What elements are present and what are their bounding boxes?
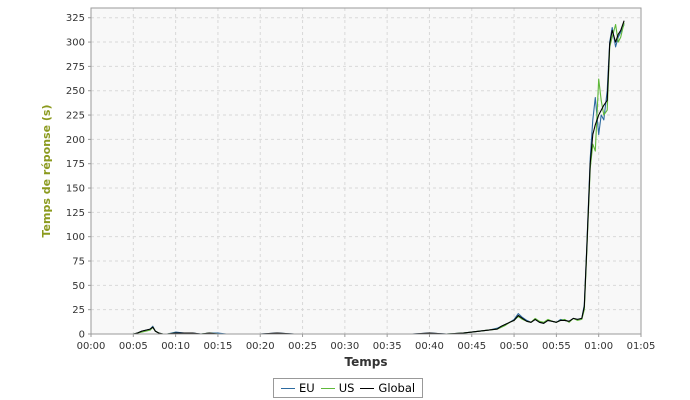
legend-swatch-global	[360, 387, 375, 389]
y-tick-label: 225	[66, 111, 85, 122]
grid-lines	[91, 8, 641, 334]
legend-item-eu: EU	[281, 381, 315, 395]
y-tick-label: 175	[66, 159, 85, 170]
y-tick-label: 0	[79, 330, 85, 341]
x-axis: 00:00 00:05 00:10 00:15 00:20 00:25 00:30 00:35…	[77, 334, 656, 352]
x-tick-label: 00:35	[373, 341, 402, 352]
y-tick-label: 200	[66, 135, 85, 146]
legend-label-global: Global	[378, 381, 416, 395]
x-tick-label: 00:55	[542, 341, 571, 352]
y-tick-label: 100	[66, 232, 85, 243]
x-tick-label: 00:50	[500, 341, 529, 352]
x-tick-label: 00:25	[288, 341, 317, 352]
x-tick-label: 00:05	[119, 341, 148, 352]
x-tick-label: 00:30	[330, 341, 359, 352]
x-tick-label: 00:40	[415, 341, 444, 352]
legend-label-us: US	[338, 381, 355, 395]
y-tick-label: 125	[66, 208, 85, 219]
legend-label-eu: EU	[299, 381, 315, 395]
y-tick-label: 325	[66, 13, 85, 24]
y-tick-label: 275	[66, 62, 85, 73]
x-tick-label: 01:05	[627, 341, 656, 352]
legend: EU US Global	[273, 378, 424, 398]
x-tick-label: 01:00	[584, 341, 613, 352]
y-tick-label: 75	[72, 257, 85, 268]
y-tick-label: 300	[66, 38, 85, 49]
x-tick-label: 00:10	[161, 341, 190, 352]
legend-swatch-eu	[281, 387, 295, 389]
x-tick-label: 00:15	[204, 341, 233, 352]
y-axis: 0 25 50 75 100 125 150 175 200 225 250 275 300 325	[66, 13, 91, 341]
plot-area	[91, 8, 641, 334]
x-tick-label: 00:45	[457, 341, 486, 352]
x-tick-label: 00:20	[246, 341, 275, 352]
series-layer	[116, 20, 625, 335]
y-tick-label: 150	[66, 184, 85, 195]
legend-item-global: Global	[360, 381, 415, 395]
plot-border	[90, 7, 642, 335]
legend-item-us: US	[320, 381, 355, 395]
x-tick-label: 00:00	[77, 341, 106, 352]
y-tick-label: 50	[72, 281, 85, 292]
y-tick-label: 250	[66, 86, 85, 97]
y-tick-label: 25	[72, 305, 85, 316]
x-axis-title: Temps	[345, 355, 388, 369]
response-time-chart: 00:00 00:05 00:10 00:15 00:20 00:25 00:30 00:35…	[40, 7, 656, 369]
y-axis-title: Temps de réponse (s)	[40, 105, 53, 238]
series-line-global	[116, 20, 625, 335]
legend-swatch-us	[320, 387, 335, 389]
